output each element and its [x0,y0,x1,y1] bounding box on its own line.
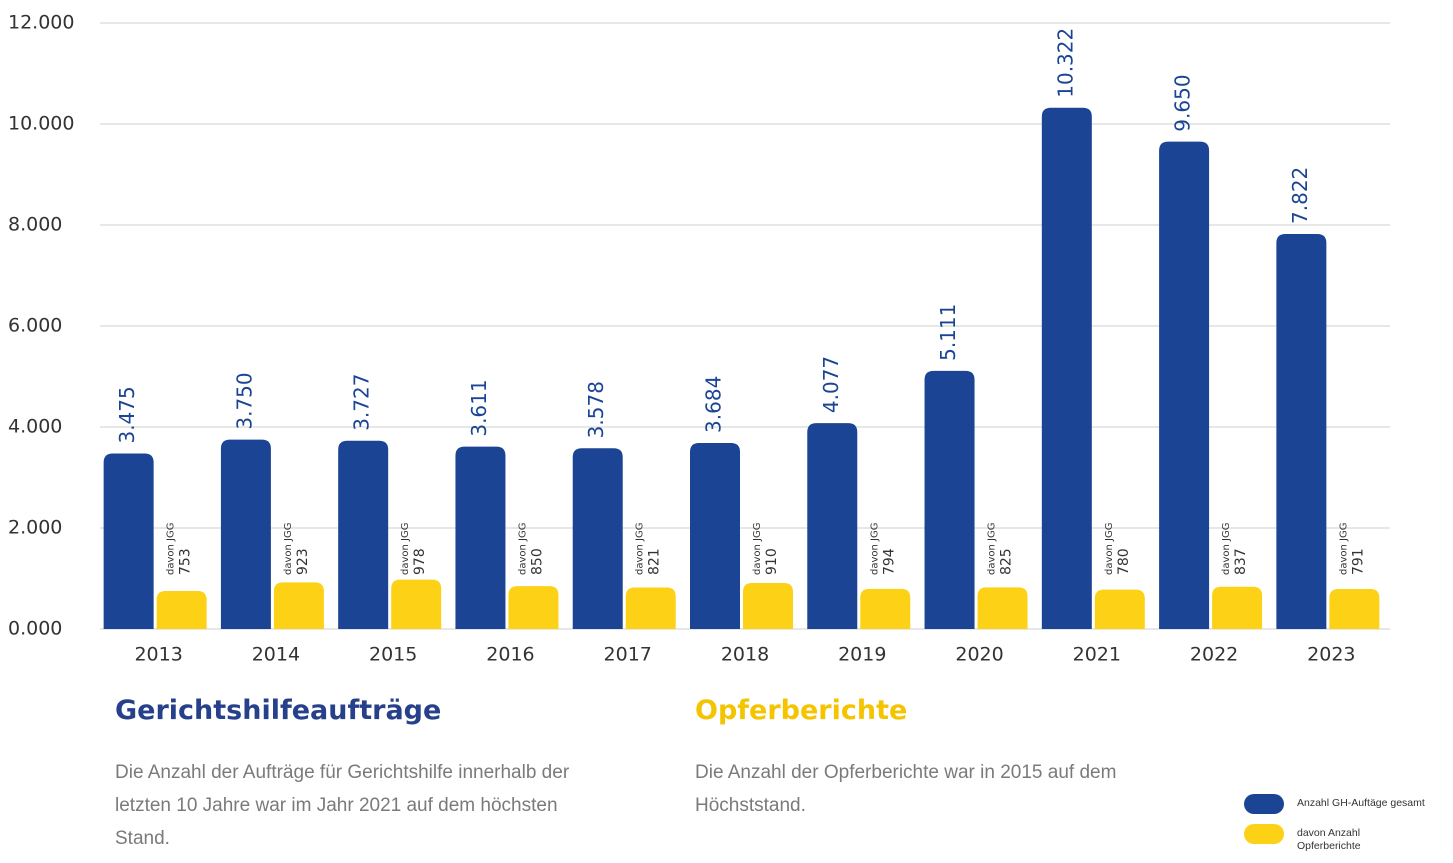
bar [807,423,858,629]
bar [743,583,793,629]
value-label: 837 [1233,548,1249,575]
value-label-prefix: davon JGG [400,523,411,575]
x-tick-label: 2019 [838,644,886,666]
bar [1159,141,1210,630]
value-label-prefix: davon JGG [869,523,880,575]
legend-item: Anzahl GH-Auftäge gesamt [1244,794,1449,814]
panel: Opferberichte Die Anzahl der Opferberich… [695,695,1125,822]
bar [924,370,975,629]
bar [273,582,324,629]
bar [1212,586,1263,629]
value-label: 821 [647,548,663,575]
value-label: 753 [178,548,194,575]
value-label: 7.822 [1288,167,1312,224]
legend-item: davon Anzahl Opferberichte [1244,824,1449,853]
value-label: 3.727 [350,374,374,431]
x-tick-label: 2014 [252,644,300,666]
value-label: 4.077 [819,356,843,413]
bar [860,588,911,629]
value-label-prefix: davon JGG [517,523,528,575]
value-label: 3.684 [702,376,726,433]
bar [455,446,506,629]
x-tick-label: 2018 [721,644,769,666]
bar [1094,589,1145,629]
value-label: 10.322 [1053,28,1077,98]
y-tick-label: 8.000 [8,214,62,236]
x-tick-label: 2022 [1190,644,1238,666]
value-label: 910 [764,548,780,575]
legend-swatch [1244,824,1284,844]
legend-label: davon Anzahl Opferberichte [1297,827,1361,852]
legend: Anzahl GH-Auftäge gesamt davon Anzahl Op… [1244,794,1449,863]
value-label-prefix: davon JGG [1104,523,1115,575]
bar [572,448,623,629]
x-tick-label: 2013 [134,644,182,666]
value-label: 978 [412,548,428,575]
legend-label: Anzahl GH-Auftäge gesamt [1297,797,1425,809]
chart: 0.000 2.000 4.000 6.000 8.000 10.000 12.000 201… [8,12,1390,666]
bar [1329,589,1380,629]
panel-title: Gerichtshilfeaufträge [115,695,442,726]
bar [1041,107,1092,629]
bar [338,440,389,629]
x-tick-label: 2023 [1307,644,1355,666]
bar [1276,233,1327,629]
y-tick-label: 12.000 [8,12,74,34]
bar [103,453,154,629]
value-label: 3.750 [232,372,256,429]
value-label: 3.475 [115,386,139,443]
bar [391,579,442,629]
value-label-prefix: davon JGG [987,523,998,575]
panel-text: Die Anzahl der Opferberichte war in 2015… [695,762,1117,816]
x-tick-label: 2015 [369,644,417,666]
panel-text: Die Anzahl der Aufträge für Gerichtshilf… [115,762,570,849]
legend-swatch [1244,794,1284,814]
value-label-prefix: davon JGG [166,523,177,575]
value-label: 3.578 [584,381,608,438]
y-tick-label: 0.000 [8,618,62,640]
x-tick-label: 2016 [486,644,534,666]
x-tick-label: 2020 [955,644,1003,666]
value-label: 780 [1116,548,1132,575]
value-label: 794 [881,548,897,575]
value-label-prefix: davon JGG [1221,523,1232,575]
y-tick-label: 4.000 [8,416,62,438]
value-label: 923 [295,548,311,575]
bar [977,587,1028,629]
panel: Gerichtshilfeaufträge Die Anzahl der Auf… [115,695,585,855]
value-label: 9.650 [1171,74,1195,131]
value-label: 3.611 [467,379,491,436]
value-label-prefix: davon JGG [1338,523,1349,575]
y-tick-label: 10.000 [8,113,74,135]
value-label: 5.111 [936,304,960,361]
x-tick-label: 2017 [604,644,652,666]
bar [220,439,271,629]
value-label: 825 [999,548,1015,575]
value-label-prefix: davon JGG [752,523,763,575]
y-tick-label: 2.000 [8,517,62,539]
value-label: 791 [1350,548,1366,575]
bar [690,442,740,629]
bar [156,590,207,629]
value-label-prefix: davon JGG [283,523,294,575]
y-tick-label: 6.000 [8,315,62,337]
value-label-prefix: davon JGG [635,523,646,575]
x-tick-label: 2021 [1073,644,1121,666]
bar [625,587,676,629]
panel-title: Opferberichte [695,695,908,726]
bar [508,586,559,629]
value-label: 850 [529,548,545,575]
